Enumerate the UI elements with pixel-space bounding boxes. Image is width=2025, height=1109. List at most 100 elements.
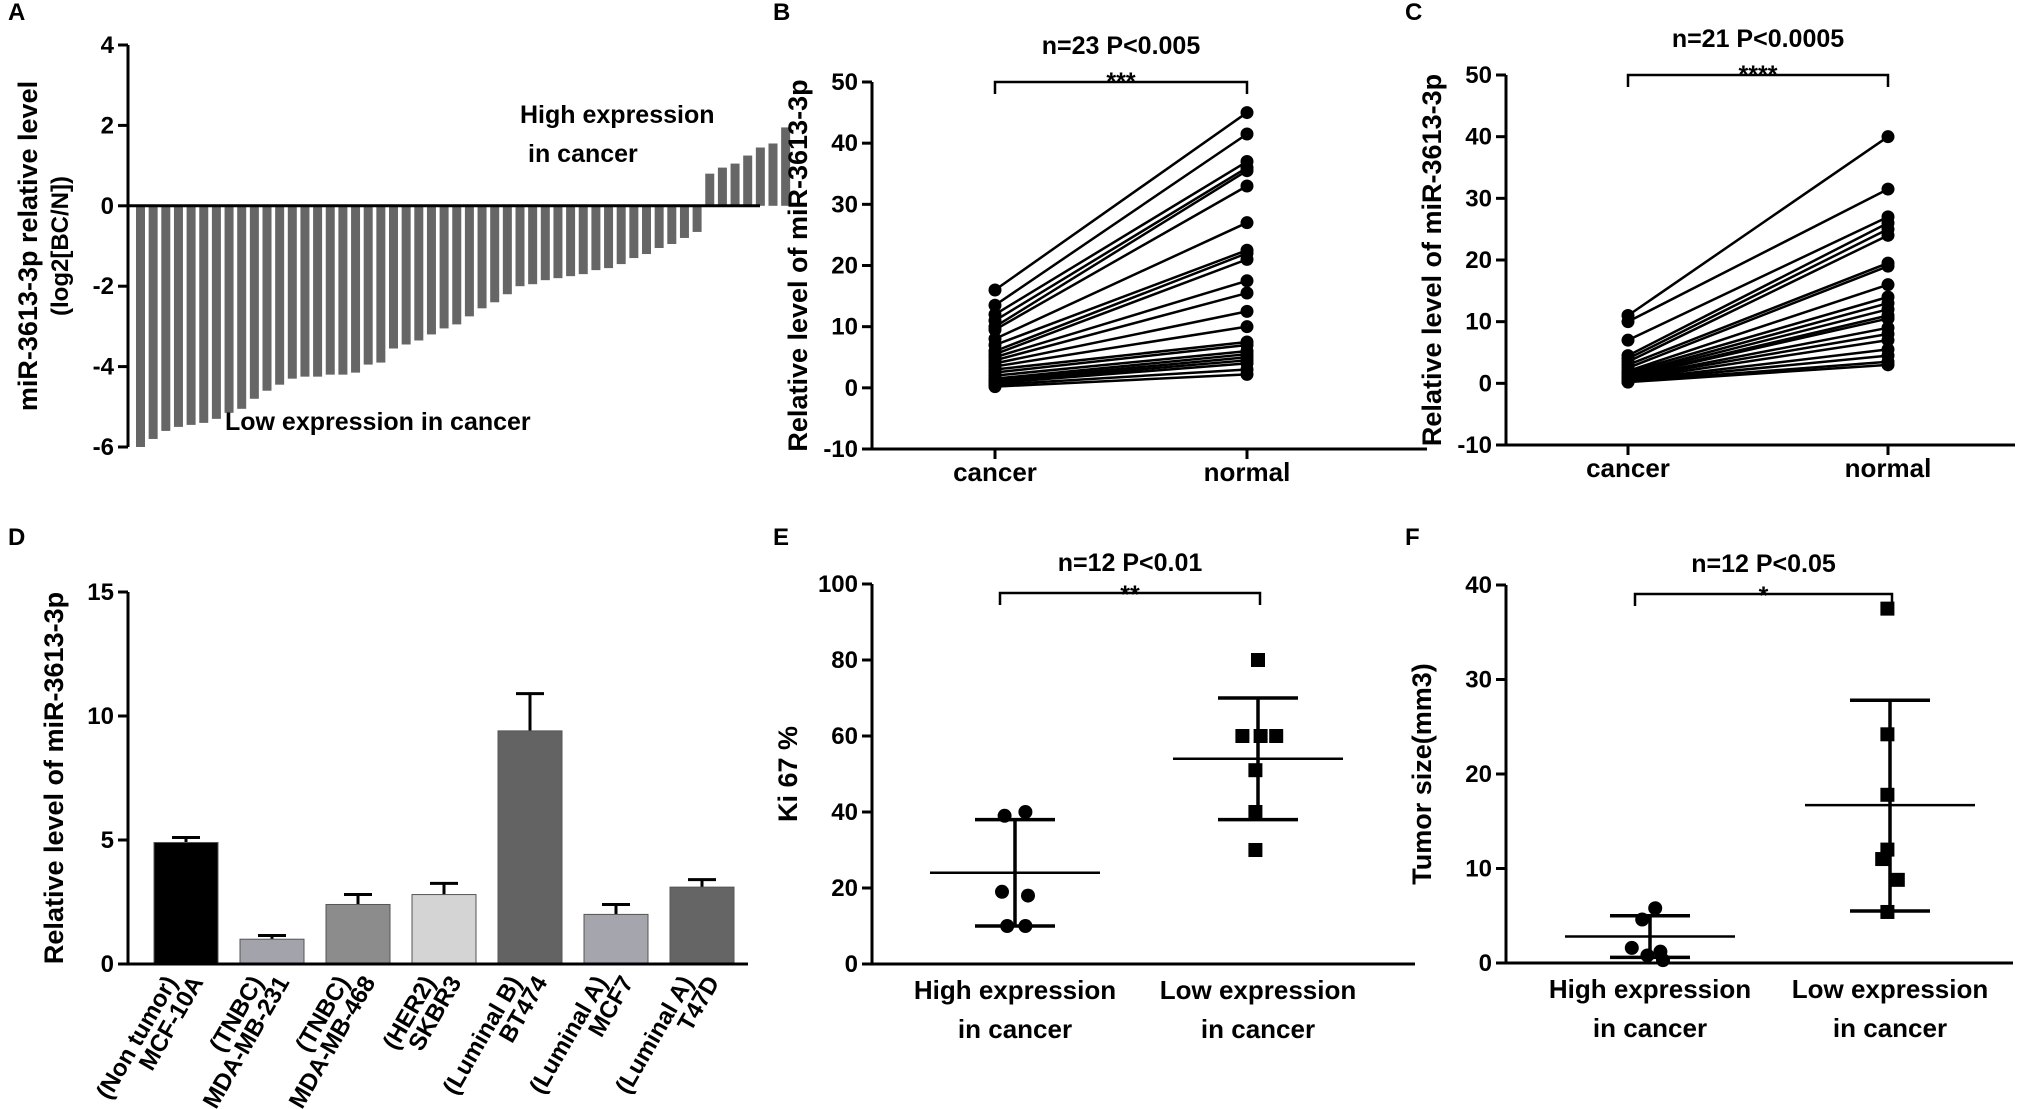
significance-stars: **** <box>1739 61 1778 89</box>
y-tick-label: 2 <box>101 112 114 139</box>
y-tick-label: -10 <box>823 436 858 463</box>
bar <box>224 205 234 413</box>
pair-line <box>1627 261 1889 366</box>
pair-line <box>994 340 1248 371</box>
y-tick-label: -2 <box>93 273 114 300</box>
cancer-point <box>988 298 1002 312</box>
bar <box>313 205 323 377</box>
y-tick-label: 40 <box>1465 572 1492 599</box>
pair-line <box>1627 348 1889 382</box>
low-group-point <box>1269 729 1284 743</box>
y-tick-label: 50 <box>831 69 858 96</box>
bar <box>642 205 651 255</box>
bar <box>654 205 664 249</box>
cancer-point <box>988 283 1002 297</box>
pair-line <box>994 279 1248 359</box>
x-category-line2: in cancer <box>1201 1014 1315 1044</box>
pair-line <box>1627 215 1889 342</box>
y-tick-label: 0 <box>845 375 858 402</box>
bar <box>161 205 171 431</box>
high-group-point <box>1656 953 1670 968</box>
bar-t47d <box>669 886 735 965</box>
normal-point <box>1240 274 1254 288</box>
bar-mda-mb-231 <box>239 938 305 965</box>
normal-point <box>1881 278 1895 292</box>
pair-line <box>1627 265 1889 370</box>
panel-letter: A <box>8 0 25 26</box>
y-tick-label: 0 <box>845 951 858 978</box>
x-category-line1: High expression <box>914 975 1116 1005</box>
panel-e: E 100 80 60 40 20 0 High expression in cancer Low… <box>773 524 1415 1044</box>
y-axis-title: Relative level of miR-3613-3p <box>1417 74 1447 446</box>
x-category-label: normal <box>1204 457 1291 487</box>
pair-line <box>1627 363 1889 384</box>
low-group-point <box>1880 787 1895 802</box>
bar <box>679 205 689 238</box>
bar <box>376 205 386 363</box>
bar <box>351 205 361 373</box>
bar <box>249 205 259 399</box>
bar <box>237 205 247 409</box>
y-tick-label: 4 <box>101 32 115 59</box>
low-group-point <box>1875 852 1890 867</box>
normal-point <box>1240 164 1254 178</box>
x-category-line1: Low expression <box>1792 974 1989 1004</box>
pair-line <box>1627 308 1889 377</box>
normal-point <box>1881 358 1895 372</box>
bar <box>148 205 158 439</box>
y-tick-label: 5 <box>101 827 114 854</box>
normal-point <box>1881 259 1895 273</box>
bar <box>540 205 550 281</box>
pair-line <box>994 310 1248 365</box>
y-tick-label: 40 <box>1465 124 1492 151</box>
bar <box>553 205 563 279</box>
bar-mcf7 <box>583 913 649 965</box>
high-group-point <box>1648 901 1663 916</box>
bar <box>591 205 601 271</box>
cancer-point <box>1621 375 1635 389</box>
normal-point <box>1240 179 1254 193</box>
y-tick-label: -10 <box>1457 432 1492 459</box>
high-group-point <box>1640 948 1655 963</box>
y-tick-label: 10 <box>1465 309 1492 336</box>
significance-text: n=12 P<0.05 <box>1691 550 1836 578</box>
bar <box>528 205 538 285</box>
bar <box>717 167 727 206</box>
y-tick-label: 0 <box>101 193 114 220</box>
low-group-point <box>1248 805 1263 819</box>
pair-line <box>1627 187 1889 323</box>
bar-mda-mb-468 <box>325 903 391 965</box>
panel-f: F 40 30 20 10 0 High expression in cancer Low ex… <box>1405 524 2013 1043</box>
panel-letter: F <box>1405 524 1420 551</box>
normal-point <box>1240 106 1254 120</box>
high-group-point <box>1624 940 1639 955</box>
bar <box>490 205 500 303</box>
pair-line <box>994 325 1248 368</box>
x-category-label: cancer <box>1586 453 1670 483</box>
pair-line <box>994 359 1248 383</box>
bar-bt474 <box>497 730 563 965</box>
pair-line <box>994 160 1248 316</box>
y-tick-label: 20 <box>831 875 858 902</box>
low-group-point <box>1251 653 1265 667</box>
bar-skbr3 <box>411 894 477 965</box>
bar <box>287 205 297 379</box>
y-tick-label: 40 <box>831 799 858 826</box>
low-group-point <box>1235 729 1250 743</box>
y-axis-title: Relative level of miR-3613-3p <box>783 79 813 451</box>
normal-point <box>1881 312 1895 326</box>
annotation-low: Low expression in cancer <box>225 408 531 436</box>
pair-line <box>994 349 1248 377</box>
significance-stars: *** <box>1106 68 1135 96</box>
y-tick-label: 80 <box>831 647 858 674</box>
bar <box>300 205 310 377</box>
y-tick-label: 10 <box>831 314 858 341</box>
bar <box>211 205 221 419</box>
bar <box>389 205 398 349</box>
bar <box>199 205 209 423</box>
panel-letter: D <box>8 524 25 551</box>
normal-point <box>1240 286 1254 300</box>
bar <box>477 205 487 309</box>
annotation-high-line1: High expression <box>520 101 715 129</box>
